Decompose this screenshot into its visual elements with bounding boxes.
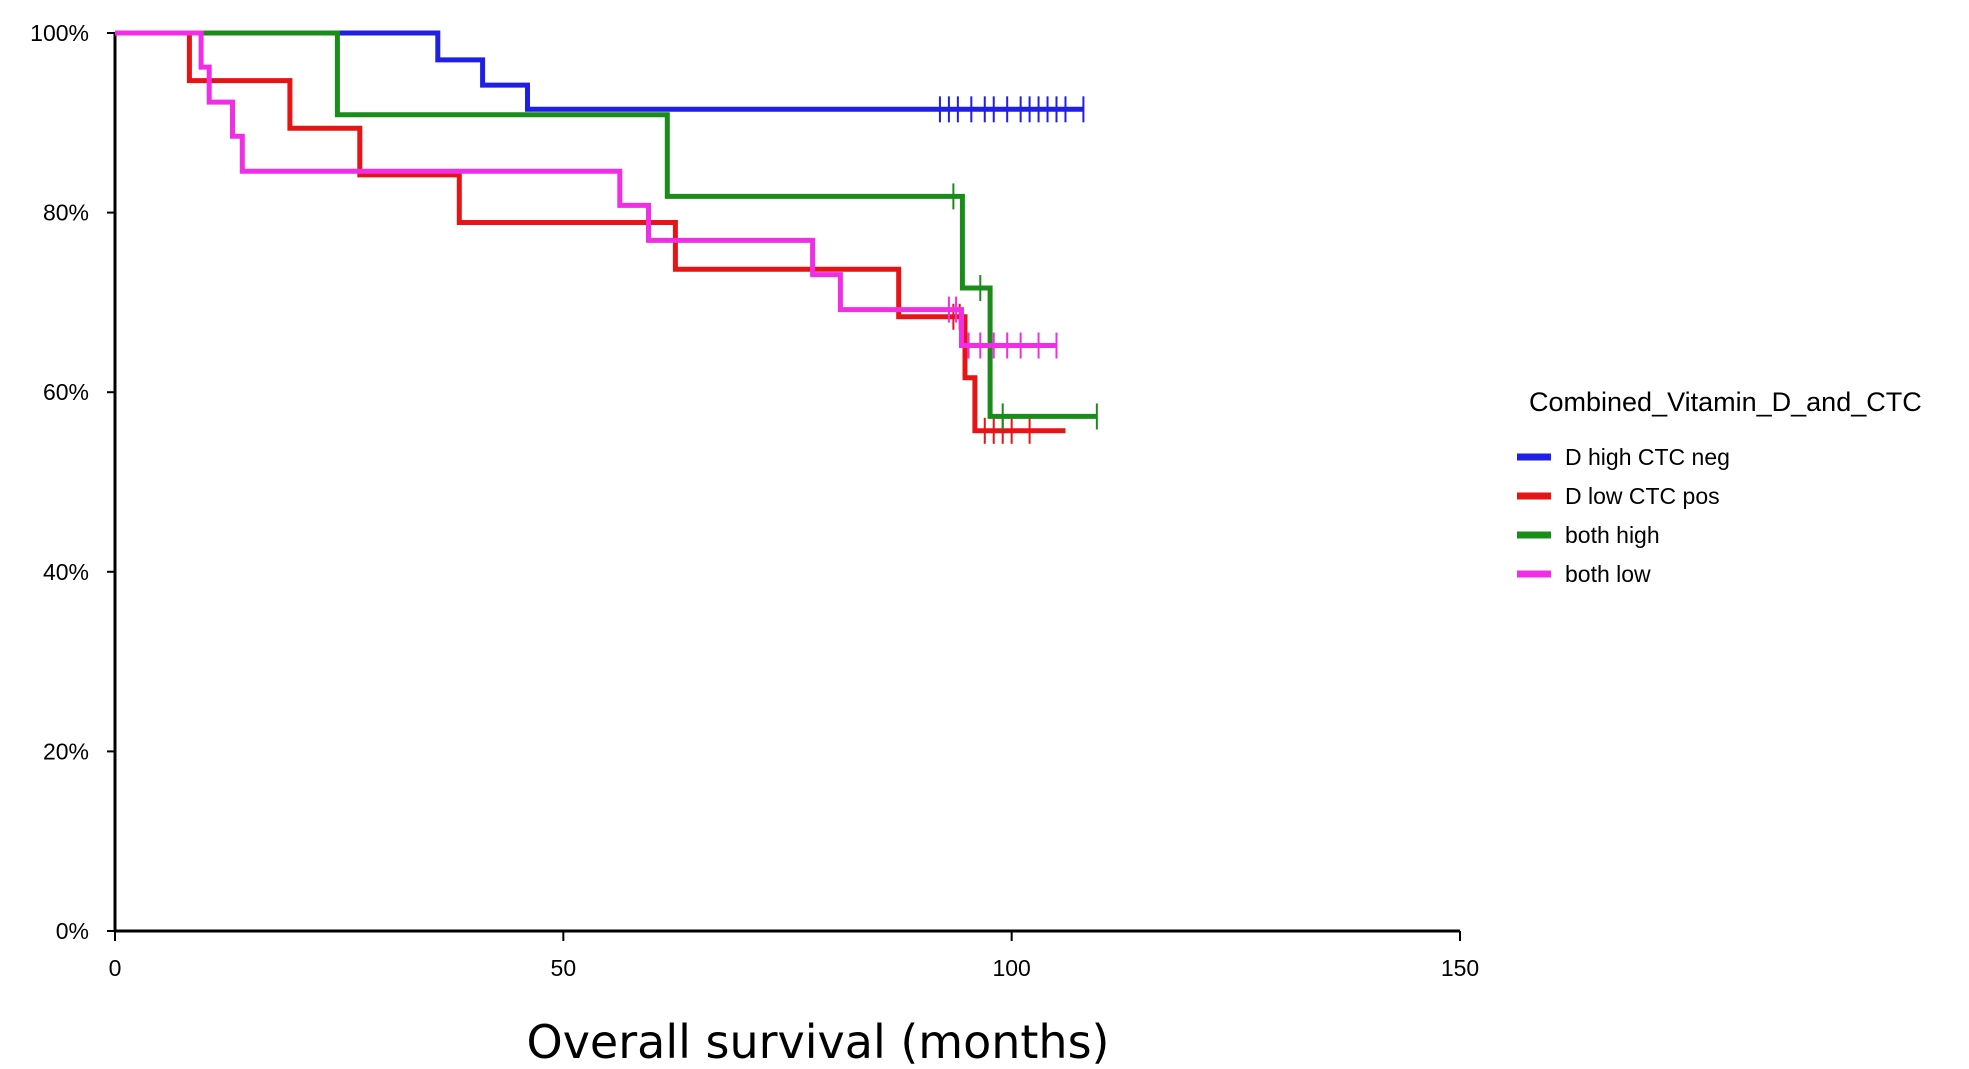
legend-items: D high CTC neg D low CTC pos both high both…	[1517, 444, 1730, 587]
legend-label-d-low-ctc-pos: D low CTC pos	[1565, 483, 1720, 509]
series-both-low	[115, 30, 1058, 359]
series-d-low-ctc-pos	[115, 30, 1066, 444]
x-tick-label: 100	[992, 955, 1030, 981]
legend: Combined_Vitamin_D_and_CTC D high CTC ne…	[1517, 387, 1922, 587]
x-ticks: 0 50 100 150	[109, 931, 1479, 981]
survival-line-d-high-ctc-neg	[115, 30, 1084, 112]
legend-label-d-high-ctc-neg: D high CTC neg	[1565, 444, 1730, 470]
x-tick-label: 50	[551, 955, 577, 981]
survival-curves	[115, 30, 1098, 444]
survival-line-d-low-ctc-pos	[115, 30, 1066, 434]
y-ticks: 0% 20% 40% 60% 80% 100%	[30, 20, 115, 944]
legend-label-both-low: both low	[1565, 561, 1651, 587]
legend-label-both-high: both high	[1565, 522, 1660, 548]
series-d-high-ctc-neg	[115, 30, 1085, 123]
x-tick-label: 150	[1441, 955, 1479, 981]
x-tick-label: 0	[109, 955, 122, 981]
axes	[113, 33, 1460, 933]
survival-line-both-high	[115, 30, 1097, 419]
y-tick-label: 60%	[43, 379, 89, 405]
legend-title: Combined_Vitamin_D_and_CTC	[1529, 387, 1922, 417]
y-tick-label: 100%	[30, 20, 89, 46]
survival-line-both-low	[115, 30, 1057, 348]
y-tick-label: 0%	[56, 918, 89, 944]
series-both-high	[115, 30, 1098, 430]
x-axis-label: Overall survival (months)	[526, 1015, 1109, 1069]
y-tick-label: 20%	[43, 738, 89, 764]
y-tick-label: 80%	[43, 200, 89, 226]
y-tick-label: 40%	[43, 559, 89, 585]
